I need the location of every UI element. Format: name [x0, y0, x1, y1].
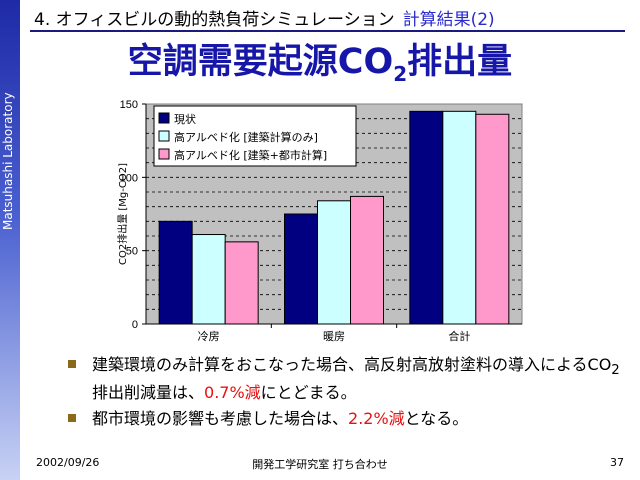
page-title: 空調需要起源CO2排出量 — [0, 33, 640, 86]
bullet-marker — [68, 414, 76, 423]
footer-date: 2002/09/26 — [36, 456, 100, 469]
footer-meeting: 開発工学研究室 打ち合わせ — [252, 458, 388, 471]
y-tick-label: 0 — [132, 319, 138, 331]
sidebar-band: Matsuhashi Laboratory — [0, 0, 20, 480]
bullet-1-text-a: 建築環境のみ計算をおこなった場合、高反射高放射塗料の導入によるCO — [92, 355, 612, 374]
y-tick-label: 100 — [120, 172, 138, 184]
bullet-2-text-a: 都市環境の影響も考慮した場合は、 — [92, 409, 349, 429]
y-tick-label: 150 — [120, 99, 138, 111]
bullet-1-highlight: 0.7%減 — [204, 383, 261, 403]
page-title-post: 排出量 — [407, 42, 513, 82]
bar-2 — [442, 110, 477, 325]
bar-3 — [224, 241, 259, 325]
bar-1 — [284, 213, 318, 325]
bar-3 — [475, 113, 510, 325]
section-subtitle: 計算結果(2) — [402, 10, 495, 30]
legend-label-3: 高アルベド化 [建築+都市計算] — [174, 148, 327, 162]
page-title-subscript: 2 — [393, 62, 408, 86]
bar-2 — [317, 200, 351, 325]
title-divider — [30, 30, 625, 32]
x-tick-label: 合計 — [448, 329, 470, 342]
bullet-item-1: 建築環境のみ計算をおこなった場合、高反射高放射塗料の導入によるCO2 排出削減量は… — [68, 354, 628, 404]
x-tick-label: 暖房 — [323, 330, 345, 342]
legend-label-1: 現状 — [174, 112, 196, 126]
bullet-1-subscript: 2 — [611, 363, 620, 379]
bar-2 — [191, 234, 226, 325]
bar-1 — [158, 220, 193, 325]
bullet-list: 建築環境のみ計算をおこなった場合、高反射高放射塗料の導入によるCO2 排出削減量は… — [68, 354, 628, 434]
bullet-1-text-c: にとどまる。 — [260, 383, 357, 403]
section-title-main: 4. オフィスビルの動的熱負荷シミュレーション — [34, 10, 395, 30]
page-number: 37 — [610, 456, 624, 469]
legend-swatch-3 — [158, 148, 170, 160]
chart-container: 0 50 100 150 冷房 暖房 合計 CO2排出量 [Mg-CO2] 現状高アルベド化 [… — [100, 90, 540, 342]
bullet-marker — [68, 360, 76, 368]
bar-1 — [409, 110, 444, 325]
legend-box — [153, 105, 357, 167]
legend-swatch-1 — [158, 112, 170, 124]
x-tick-label: 冷房 — [198, 330, 220, 342]
legend-label-2: 高アルベド化 [建築計算のみ] — [174, 130, 318, 144]
y-axis-label: CO2排出量 [Mg-CO2] — [116, 163, 129, 265]
bullet-2-highlight: 2.2%減 — [348, 409, 405, 429]
legend-swatch-2 — [158, 130, 170, 142]
page-title-pre: 空調需要起源CO — [127, 42, 394, 82]
bullet-item-2: 都市環境の影響も考慮した場合は、2.2%減となる。 — [68, 408, 628, 430]
bullet-1-text-b: 排出削減量は、 — [92, 383, 205, 403]
y-tick-label: 50 — [126, 246, 138, 258]
bar-3 — [350, 195, 384, 325]
section-title: 4. オフィスビルの動的熱負荷シミュレーション 計算結果(2) — [34, 5, 495, 30]
bullet-2-text-c: となる。 — [404, 409, 469, 429]
